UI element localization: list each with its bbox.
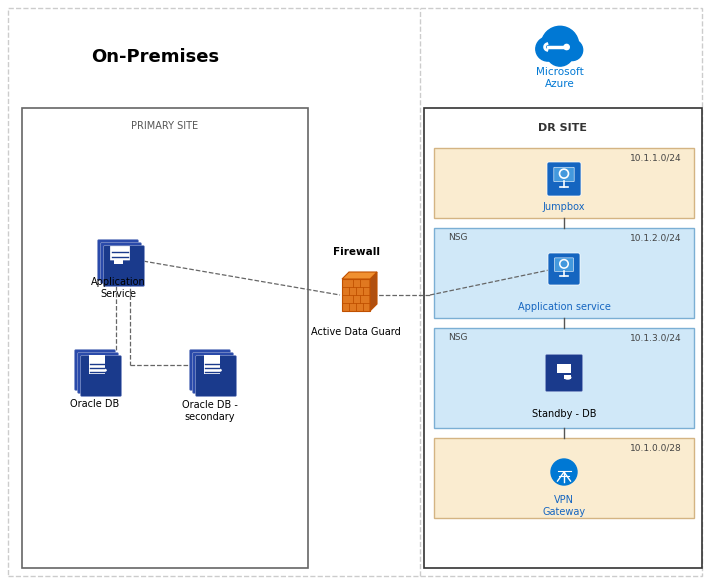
Circle shape: [536, 37, 560, 61]
Bar: [434, 228, 694, 318]
Circle shape: [559, 169, 569, 178]
Text: Application service: Application service: [518, 302, 611, 312]
FancyBboxPatch shape: [555, 258, 574, 272]
FancyBboxPatch shape: [195, 356, 236, 397]
Text: Firewall: Firewall: [332, 247, 380, 257]
Bar: [540, 46, 580, 58]
Circle shape: [564, 44, 569, 50]
Polygon shape: [370, 272, 377, 311]
Text: Oracle DB: Oracle DB: [70, 399, 119, 409]
Text: 10.1.1.0/24: 10.1.1.0/24: [630, 154, 682, 162]
Text: 10.1.2.0/24: 10.1.2.0/24: [630, 234, 682, 242]
Bar: [114, 258, 123, 264]
FancyBboxPatch shape: [545, 354, 582, 391]
Text: PRIMARY SITE: PRIMARY SITE: [131, 121, 199, 131]
FancyBboxPatch shape: [547, 162, 581, 196]
Bar: [434, 328, 694, 428]
Text: Application
Service: Application Service: [91, 277, 146, 299]
FancyBboxPatch shape: [77, 353, 119, 394]
Text: On-Premises: On-Premises: [91, 48, 219, 66]
Circle shape: [562, 261, 567, 267]
Text: VPN
Gateway: VPN Gateway: [542, 495, 586, 517]
Circle shape: [547, 39, 574, 66]
Bar: [434, 148, 694, 218]
FancyBboxPatch shape: [75, 349, 116, 391]
Text: Microsoft
Azure: Microsoft Azure: [536, 67, 584, 89]
Text: Standby - DB: Standby - DB: [532, 409, 596, 419]
Bar: [557, 364, 571, 373]
Text: Oracle DB -
secondary: Oracle DB - secondary: [182, 400, 238, 422]
Circle shape: [561, 171, 567, 176]
Circle shape: [562, 40, 583, 61]
Bar: [342, 279, 370, 311]
FancyBboxPatch shape: [110, 246, 130, 260]
Bar: [434, 438, 694, 518]
Text: DR SITE: DR SITE: [538, 123, 587, 133]
FancyBboxPatch shape: [101, 242, 141, 283]
FancyBboxPatch shape: [190, 349, 231, 391]
FancyBboxPatch shape: [192, 353, 234, 394]
Bar: [22, 108, 308, 568]
Text: NSG: NSG: [448, 234, 467, 242]
Text: 10.1.0.0/28: 10.1.0.0/28: [630, 443, 682, 453]
Ellipse shape: [214, 369, 222, 372]
Bar: [424, 108, 702, 568]
FancyBboxPatch shape: [80, 356, 121, 397]
Bar: [204, 355, 219, 374]
Circle shape: [541, 26, 579, 64]
Text: Active Data Guard: Active Data Guard: [311, 327, 401, 337]
FancyBboxPatch shape: [97, 239, 138, 280]
FancyBboxPatch shape: [104, 245, 145, 287]
Text: 10.1.3.0/24: 10.1.3.0/24: [630, 333, 682, 342]
Text: Jumpbox: Jumpbox: [542, 202, 585, 212]
Ellipse shape: [99, 369, 107, 372]
Circle shape: [559, 259, 568, 268]
Ellipse shape: [564, 376, 572, 380]
FancyBboxPatch shape: [554, 167, 574, 182]
Bar: [89, 355, 104, 374]
FancyBboxPatch shape: [548, 253, 580, 285]
Circle shape: [551, 459, 577, 485]
Polygon shape: [342, 272, 377, 279]
Text: NSG: NSG: [448, 333, 467, 342]
Bar: [564, 376, 572, 379]
